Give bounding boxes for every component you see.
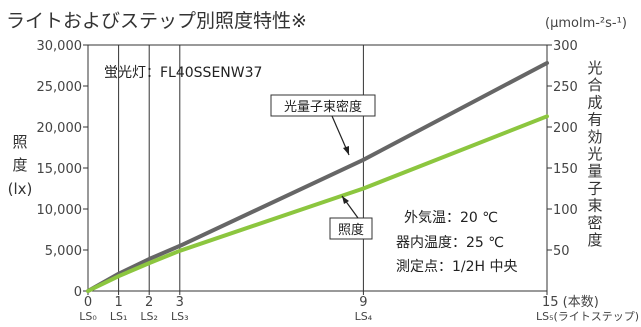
x-tick-label-0: 0: [84, 295, 92, 310]
x-tick-label-2: 2: [145, 295, 153, 310]
right-axis-label-char-2: 成: [587, 93, 602, 111]
x-step-label-2: LS₂: [140, 310, 158, 323]
label-box-photon: 光量子束密度: [270, 94, 376, 156]
left-tick-label-6: 30,000: [37, 39, 83, 54]
right-axis-label-char-6: 量: [587, 162, 602, 180]
x-tick-label-4: 9: [359, 295, 367, 310]
left-tick-label-4: 20,000: [37, 121, 83, 136]
series-label-photon: 光量子束密度: [284, 99, 362, 115]
left-axis-label-line-1: 照: [12, 133, 27, 151]
x-step-label-4: LS₄: [355, 310, 373, 323]
right-tick-label-1: 100: [553, 203, 578, 218]
left-axis-label-line-3: (lx): [8, 180, 33, 198]
right-axis-label-char-3: 有: [587, 111, 602, 129]
right-axis-unit: (μmolm-²s-¹): [545, 16, 627, 31]
series-label-illuminance: 照度: [338, 222, 364, 238]
left-tick-label-5: 25,000: [37, 80, 83, 95]
right-tick-label-4: 250: [553, 80, 578, 95]
right-axis-label-char-5: 光: [587, 145, 602, 163]
right-axis-label-char-10: 度: [587, 231, 602, 249]
left-tick-label-3: 15,000: [37, 162, 83, 177]
right-tick-label-2: 150: [553, 162, 578, 177]
left-axis-ticks: 0 5,000 10,000 15,000 20,000 25,000 30,000: [37, 39, 88, 300]
x-tick-label-5: 15 (本数): [542, 295, 599, 310]
right-tick-label-0: 50: [553, 244, 570, 259]
condition-outdoor-temp: 外気温：20 ℃: [404, 210, 498, 226]
right-axis-label-char-1: 合: [587, 76, 602, 94]
right-tick-label-3: 200: [553, 121, 578, 136]
left-axis-label-line-2: 度: [12, 156, 27, 174]
right-tick-label-5: 300: [553, 39, 578, 54]
right-axis-ticks: 50 100 150 200 250 300: [547, 39, 578, 259]
x-step-label-1: LS₁: [110, 310, 128, 323]
series-lines: [86, 61, 549, 293]
x-step-label-3: LS₃: [171, 310, 189, 323]
right-axis-label-char-0: 光: [587, 59, 602, 77]
x-tick-label-3: 3: [176, 295, 184, 310]
right-axis-label-char-8: 束: [587, 197, 602, 215]
left-axis-label: 照 度 (lx): [8, 133, 33, 198]
x-step-label-0: LS₀: [79, 310, 97, 323]
x-tick-label-1: 1: [114, 295, 122, 310]
conditions-background: [394, 200, 540, 272]
x-step-label-5: LS₅(ライトステップ): [536, 310, 639, 323]
right-axis-label-char-4: 効: [587, 128, 602, 146]
right-axis-label-char-7: 子: [587, 179, 602, 197]
left-tick-label-2: 10,000: [37, 203, 83, 218]
chart-title: ライトおよびステップ別照度特性※: [6, 10, 307, 32]
series-line-1: [86, 114, 549, 293]
left-tick-label-1: 5,000: [45, 244, 82, 259]
condition-chamber-temp: 器内温度：25 ℃: [396, 235, 504, 251]
lamp-annotation: 蛍光灯：FL40SSENW37: [104, 65, 262, 81]
left-tick-label-0: 0: [74, 285, 82, 300]
condition-measure-point: 測定点：1/2H 中央: [396, 259, 518, 275]
step-gridlines: [118, 45, 364, 291]
label-box-illuminance: 照度: [329, 195, 373, 240]
right-axis-label-char-9: 密: [587, 214, 602, 232]
